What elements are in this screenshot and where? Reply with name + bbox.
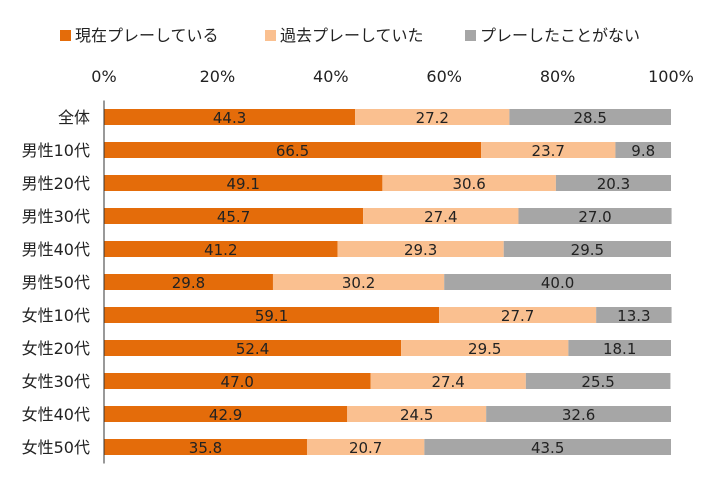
- bar-segment-never: [615, 142, 671, 158]
- y-category-label: 全体: [58, 108, 90, 127]
- bar-segment-never: [518, 208, 672, 224]
- data-label-past: 27.7: [501, 307, 534, 325]
- bar-segment-past: [272, 274, 445, 290]
- data-label-never: 27.0: [578, 208, 611, 226]
- legend-label-never: プレーしたことがない: [480, 26, 640, 45]
- x-tick-label: 0%: [91, 67, 116, 86]
- bar-segment-never: [525, 373, 671, 389]
- bar-segment-current: [104, 175, 383, 191]
- bar-segment-never: [424, 439, 671, 455]
- bar-segment-past: [439, 307, 597, 323]
- data-label-current: 66.5: [276, 142, 309, 160]
- legend-label-current: 現在プレーしている: [75, 26, 219, 45]
- bar-segment-never: [568, 340, 671, 356]
- data-label-never: 13.3: [617, 307, 650, 325]
- data-label-never: 40.0: [541, 274, 574, 292]
- bar-segment-never: [503, 241, 671, 257]
- bar-segment-past: [363, 208, 519, 224]
- x-tick-label: 20%: [200, 67, 236, 86]
- data-label-past: 29.5: [468, 340, 501, 358]
- bar-segment-current: [104, 406, 348, 422]
- bar-segment-past: [401, 340, 569, 356]
- bar-segment-current: [104, 340, 402, 356]
- bar-segment-past: [382, 175, 556, 191]
- y-category-label: 女性50代: [22, 438, 90, 457]
- x-tick-label: 100%: [648, 67, 694, 86]
- x-tick-label: 60%: [426, 67, 462, 86]
- bar-segment-never: [596, 307, 672, 323]
- data-label-current: 35.8: [189, 439, 222, 457]
- y-category-label: 男性30代: [22, 207, 90, 226]
- data-label-past: 27.4: [424, 208, 457, 226]
- data-label-past: 20.7: [349, 439, 382, 457]
- bar-segment-never: [486, 406, 671, 422]
- y-category-label: 女性10代: [22, 306, 90, 325]
- data-label-never: 29.5: [571, 241, 604, 259]
- data-label-current: 44.3: [213, 109, 246, 127]
- bars: 44.3 27.2 28.5 66.5 23.7 9.8 49.1 30.6 20.3 45.7 2…: [104, 109, 672, 457]
- data-label-never: 28.5: [573, 109, 606, 127]
- data-label-never: 32.6: [562, 406, 595, 424]
- data-label-past: 27.2: [416, 109, 449, 127]
- data-label-past: 30.2: [342, 274, 375, 292]
- data-label-never: 25.5: [581, 373, 614, 391]
- bar-segment-current: [104, 208, 364, 224]
- legend-swatch-never: [465, 30, 476, 41]
- data-label-current: 47.0: [221, 373, 254, 391]
- data-label-past: 29.3: [404, 241, 437, 259]
- data-label-never: 43.5: [531, 439, 564, 457]
- bar-segment-past: [337, 241, 504, 257]
- bar-segment-current: [104, 439, 307, 455]
- bar-segment-current: [104, 274, 273, 290]
- y-category-label: 男性10代: [22, 141, 90, 160]
- x-tick-label: 40%: [313, 67, 349, 86]
- bar-segment-current: [104, 373, 371, 389]
- data-label-past: 30.6: [452, 175, 485, 193]
- bar-segment-current: [104, 142, 482, 158]
- data-label-current: 45.7: [217, 208, 250, 226]
- data-label-current: 41.2: [204, 241, 237, 259]
- y-category-label: 女性40代: [22, 405, 90, 424]
- legend-swatch-past: [265, 30, 276, 41]
- legend-swatch-current: [60, 30, 71, 41]
- bar-segment-current: [104, 241, 338, 257]
- data-label-current: 49.1: [226, 175, 259, 193]
- data-label-past: 27.4: [431, 373, 464, 391]
- y-category-label: 女性20代: [22, 339, 90, 358]
- legend: 現在プレーしている 過去プレーしていた プレーしたことがない: [60, 26, 640, 45]
- data-label-past: 24.5: [400, 406, 433, 424]
- bar-segment-current: [104, 307, 440, 323]
- bar-segment-never: [509, 109, 671, 125]
- y-category-label: 男性20代: [22, 174, 90, 193]
- bar-segment-past: [306, 439, 425, 455]
- bar-segment-past: [481, 142, 616, 158]
- x-axis: 0% 20% 40% 60% 80% 100%: [91, 67, 694, 86]
- legend-label-past: 過去プレーしていた: [280, 26, 424, 45]
- y-category-label: 女性30代: [22, 372, 90, 391]
- data-label-current: 42.9: [209, 406, 242, 424]
- data-label-current: 59.1: [255, 307, 288, 325]
- bar-segment-past: [370, 373, 526, 389]
- y-category-label: 男性40代: [22, 240, 90, 259]
- data-label-never: 20.3: [597, 175, 630, 193]
- data-label-never: 18.1: [603, 340, 636, 358]
- data-label-past: 23.7: [532, 142, 565, 160]
- bar-segment-never: [555, 175, 671, 191]
- y-category-label: 男性50代: [22, 273, 90, 292]
- bar-segment-never: [444, 274, 671, 290]
- data-label-never: 9.8: [631, 142, 655, 160]
- data-label-current: 52.4: [236, 340, 269, 358]
- bar-segment-past: [355, 109, 510, 125]
- x-tick-label: 80%: [540, 67, 576, 86]
- bar-segment-past: [347, 406, 487, 422]
- y-axis: 全体男性10代男性20代男性30代男性40代男性50代女性10代女性20代女性3…: [22, 100, 105, 464]
- data-label-current: 29.8: [172, 274, 205, 292]
- bar-segment-current: [104, 109, 356, 125]
